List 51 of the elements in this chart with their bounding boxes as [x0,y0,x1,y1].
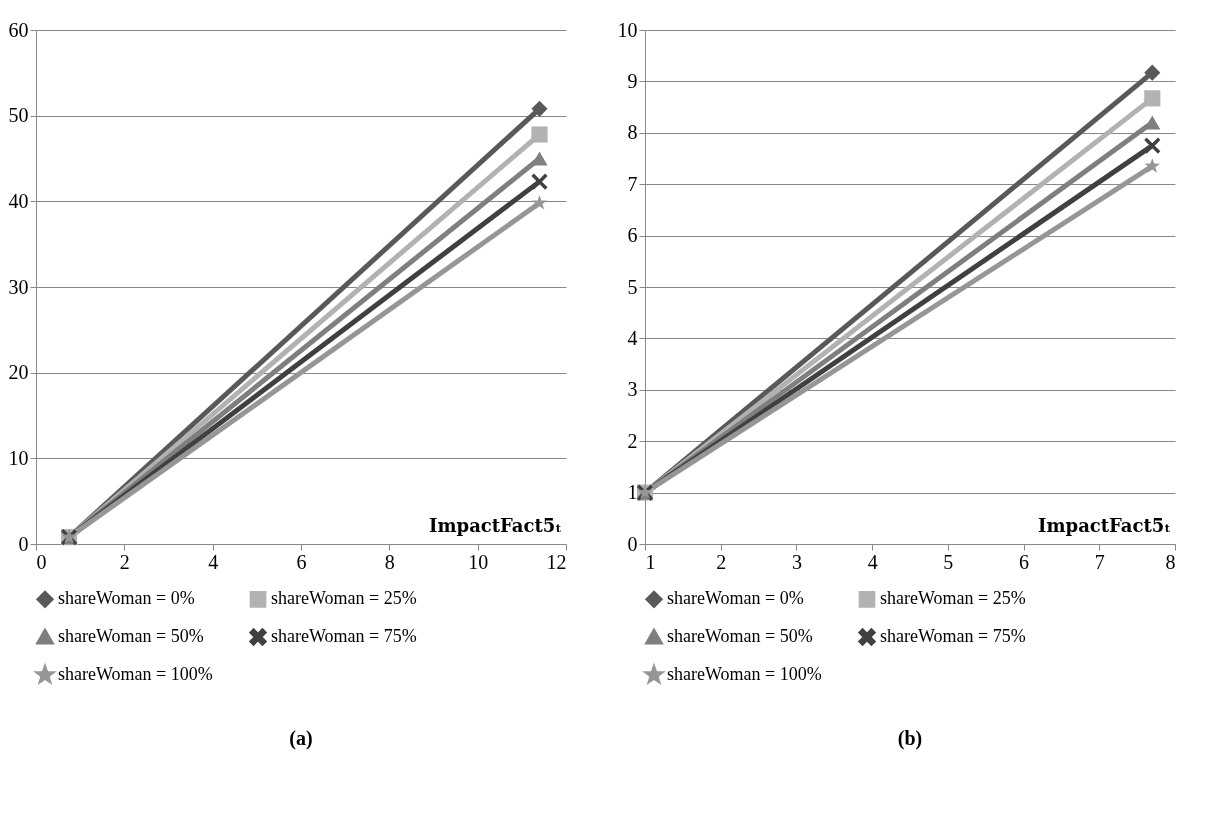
y-tick-label: 60 [8,18,29,41]
y-tick-label: 10 [8,446,29,469]
legend-label: shareWoman = 25% [271,588,417,609]
legend-label: shareWoman = 50% [667,626,813,646]
x-tick-label: 12 [546,550,567,573]
text: (b) [897,727,923,750]
x-tick-label: 6 [1019,550,1030,573]
legend-label: shareWoman = 100% [58,664,213,684]
y-tick-label: 9 [627,69,638,92]
x-tick-label: 4 [867,550,878,573]
legend-label: shareWoman = 75% [271,626,417,646]
point [531,100,548,117]
x-tick-label: 8 [384,550,395,573]
x-tick-label: 1 [645,550,656,573]
y-tick-label: 8 [627,121,638,144]
y-tick-label: 5 [627,275,638,298]
x-tick-label: 10 [468,550,489,573]
y-tick-label: 0 [18,532,29,555]
y-tick-label: 6 [627,224,638,247]
y-tick-label: 3 [627,378,638,401]
x-tick-label: 7 [1094,550,1105,573]
point [531,194,548,210]
y-tick-label: 50 [8,104,29,127]
x-tick-label: 8 [1165,550,1176,573]
x-tick-label: 0 [36,550,47,573]
x-tick-label: 2 [716,550,727,573]
legend-label: shareWoman = 0% [667,588,804,609]
x-tick-label: 2 [119,550,130,573]
x-tick-label: 3 [791,550,802,573]
x-tick-label: 4 [208,550,219,573]
x-tick-label: 5 [943,550,954,573]
x-axis-title: ImpactFact5ₜ [429,515,562,536]
legend-label: shareWoman = 50% [58,626,204,646]
legend-label: shareWoman = 25% [880,588,1026,609]
legend-label: shareWoman = 0% [58,588,195,609]
legend-label: shareWoman = 100% [667,664,822,684]
y-tick-label: 7 [627,172,638,195]
y-tick-label: 4 [627,326,638,349]
y-tick-label: 40 [8,189,29,212]
text: (a) [289,727,313,750]
y-tick-label: 20 [8,361,29,384]
y-tick-label: 1 [627,481,638,504]
y-tick-label: 30 [8,275,29,298]
x-tick-label: 6 [296,550,307,573]
point [531,126,548,143]
x-axis-title: ImpactFact5ₜ [1038,515,1171,536]
legend-label: shareWoman = 75% [880,626,1026,646]
y-tick-label: 2 [627,429,638,452]
y-tick-label: 0 [627,532,638,555]
point [531,173,548,190]
y-tick-label: 10 [617,18,638,41]
